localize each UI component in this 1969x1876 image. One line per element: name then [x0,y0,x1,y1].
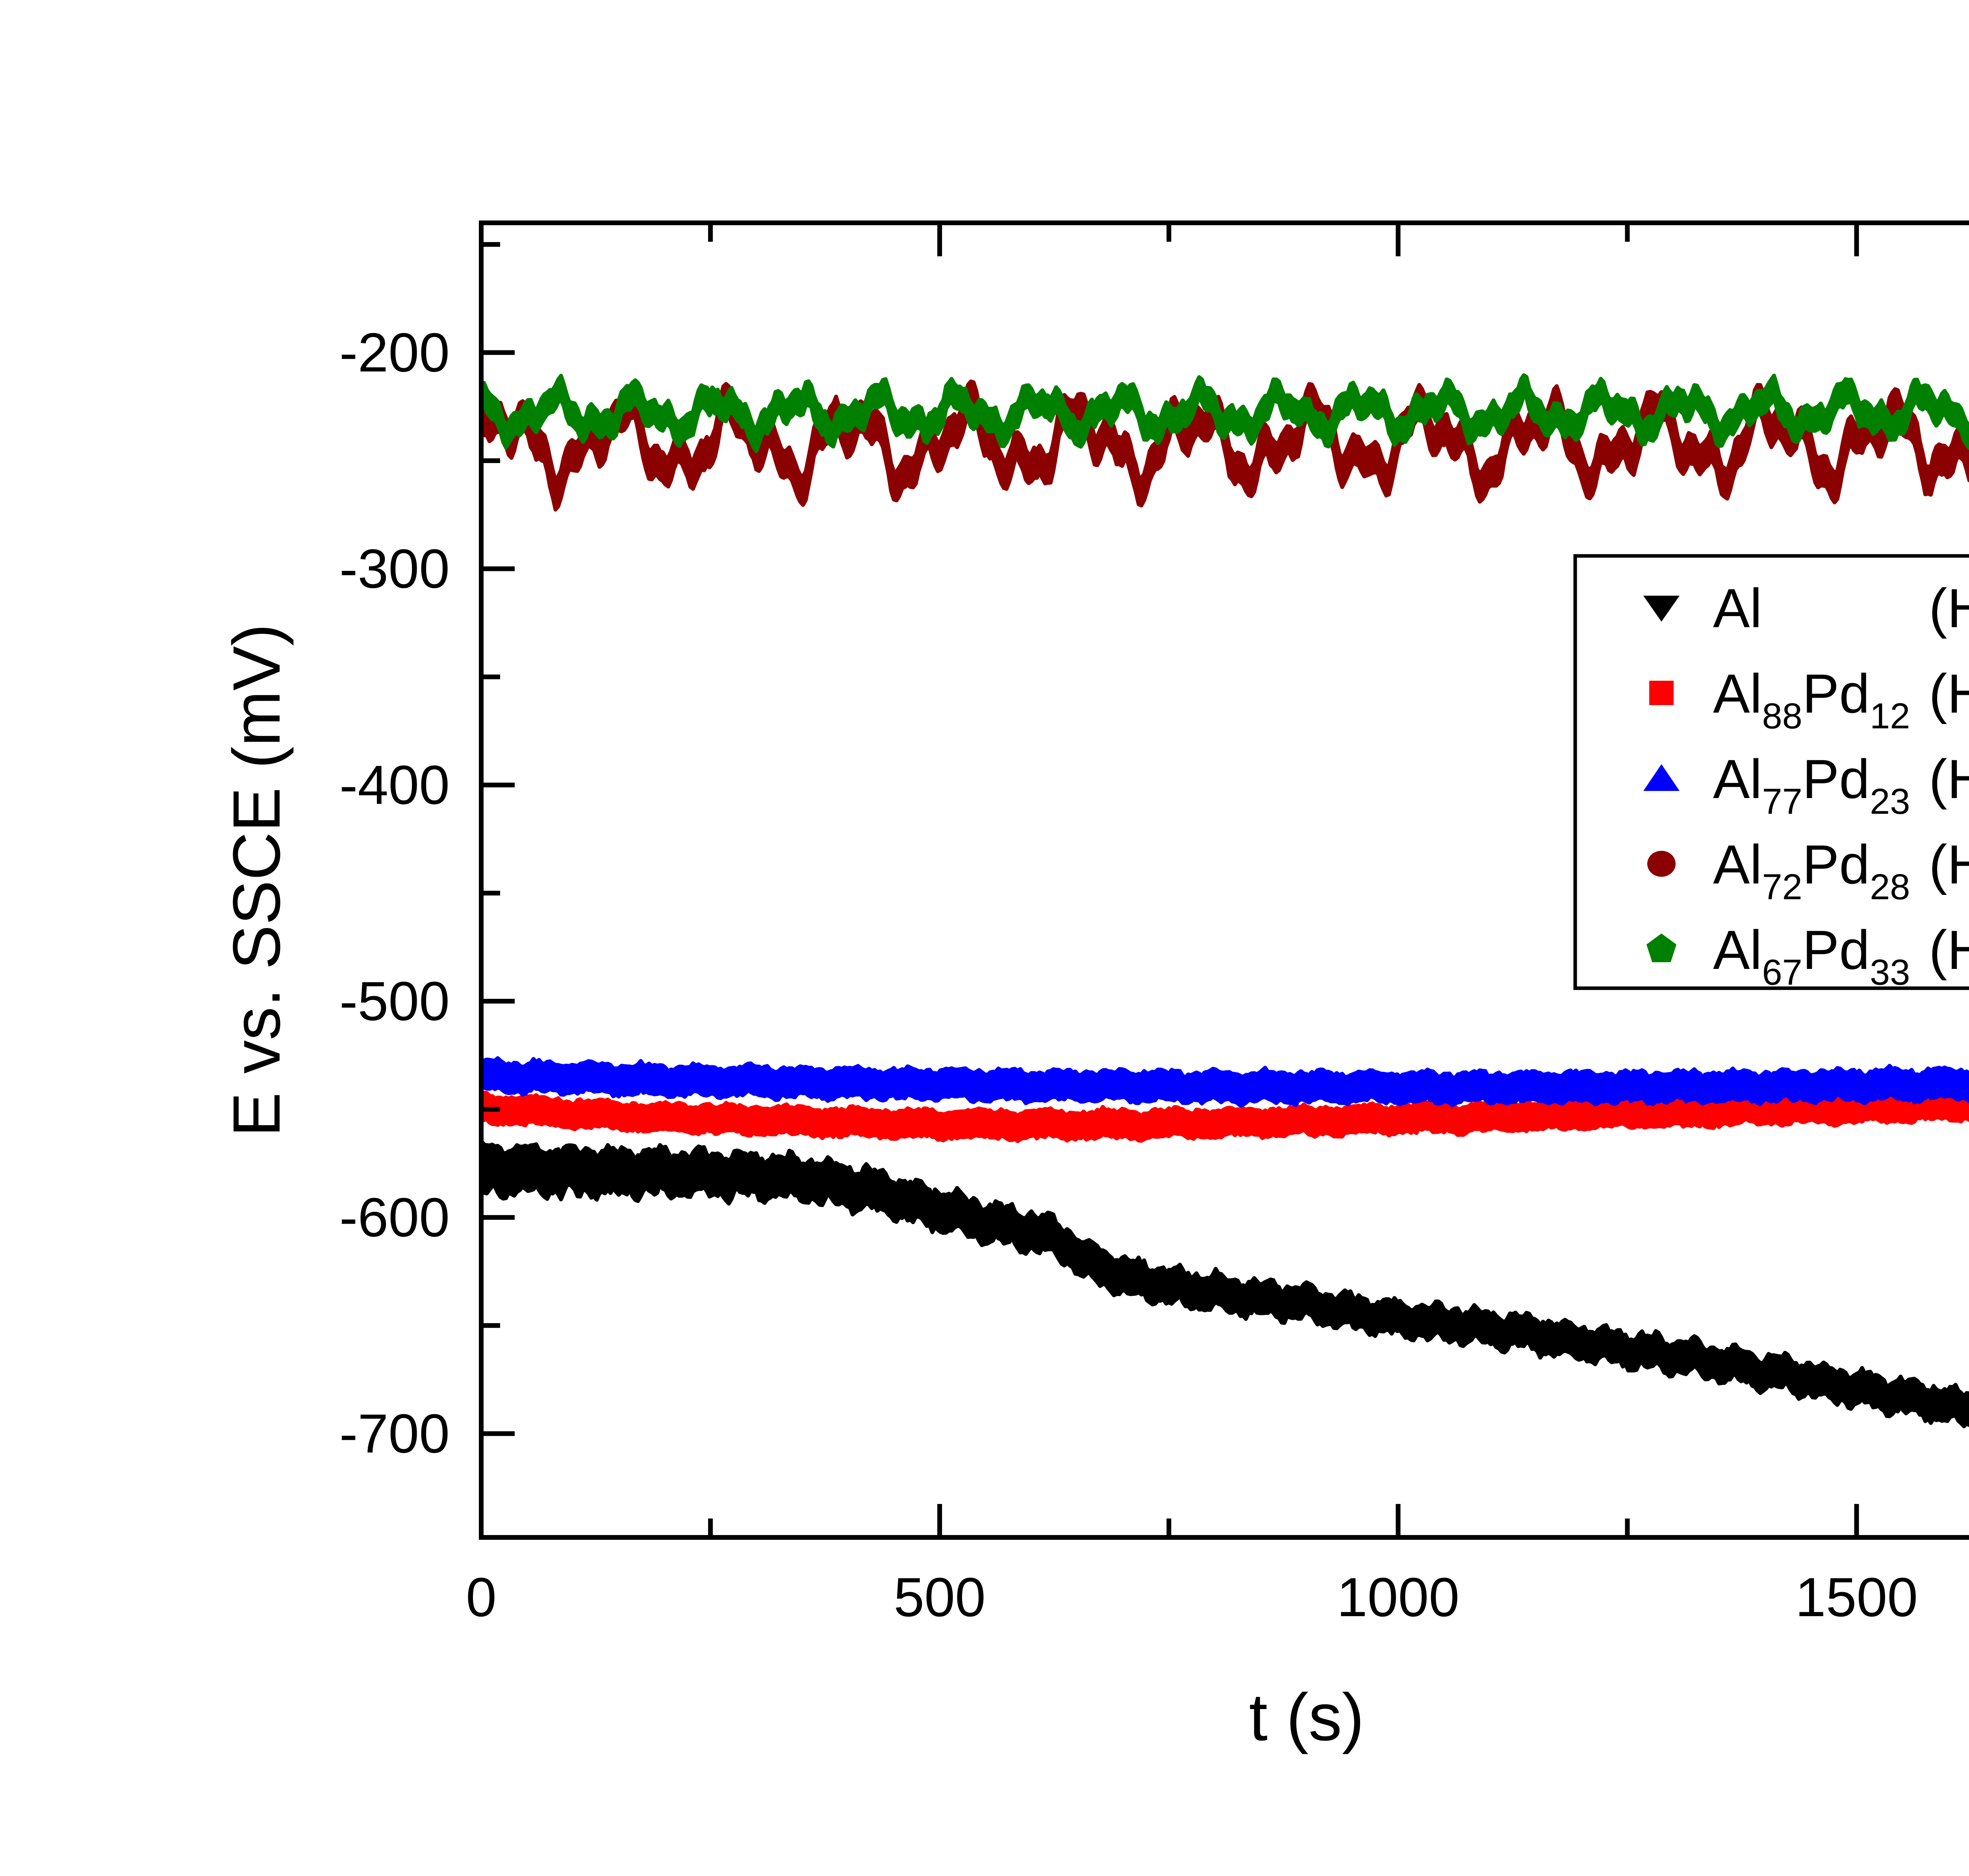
legend-label-subscript: 23 [1870,782,1910,822]
y-tick-label: -700 [339,1402,450,1464]
legend-label-text: Pd [1802,663,1870,724]
legend-item-al67pd33: Al67Pd33 (HCl) [1646,919,1969,993]
legend-marker-pentagon [1646,933,1676,962]
legend-item-al77pd23: Al77Pd23 (HCl) [1643,748,1969,822]
legend-label-text: (HCl) [1929,577,1969,639]
legend-label-text: Al [1713,663,1762,724]
plot-frame [479,220,1969,1540]
legend-label: Al77Pd23 (HCl) [1713,748,1969,822]
y-tick-label: -200 [339,322,450,383]
plot-area [481,373,1969,1428]
legend-marker-square [1649,681,1674,705]
series-band-al77pd23 [481,1056,1969,1108]
legend-label: Al (HCl) [1713,577,1969,639]
legend-label-text: (HCl) [1929,919,1969,981]
x-tick-label: 0 [466,1566,497,1628]
legend-label: Al67Pd33 (HCl) [1713,919,1969,993]
legend-label-subscript: 67 [1762,952,1802,993]
axis-ticks [479,223,1859,1537]
y-tick-label: -500 [339,970,450,1032]
legend-label-text: Pd [1802,833,1870,895]
legend-marker-triangle-up [1643,764,1680,791]
legend-item-al72pd28: Al72Pd28 (HCl) [1647,833,1969,907]
series-band-al72pd28 [481,380,1969,512]
series-band-al [481,1139,1969,1428]
legend-label-subscript: 77 [1762,782,1802,822]
y-tick-label: -600 [339,1186,450,1248]
legend-label-subscript: 12 [1870,696,1910,736]
legend-label: Al88Pd12 (HCl) [1713,663,1969,736]
legend-label-text: (HCl) [1929,748,1969,810]
legend-item-al88pd12: Al88Pd12 (HCl) [1649,663,1969,736]
legend-label-subscript: 33 [1870,952,1910,993]
series-band-al67pd33 [481,373,1969,453]
legend-label-subscript: 72 [1762,867,1802,907]
y-tick-label: -300 [339,538,450,600]
legend-marker-circle [1647,851,1676,877]
legend-label-text: (HCl) [1929,663,1969,724]
legend-label-text: Pd [1802,919,1870,981]
x-tick-label: 500 [894,1566,986,1628]
x-axis-title: t (s) [1249,1680,1365,1755]
legend-item-al: Al (HCl) [1643,577,1969,639]
legend-box [1573,554,1969,990]
y-axis-title: E vs. SSCE (mV) [219,624,294,1137]
legend-label-text: Al [1713,833,1762,895]
legend-label-text: Al [1713,919,1762,981]
legend-label-text: Al [1713,577,1762,639]
axis-tick-labels: 0 500 1000 1500 -200 -300 -400 -500 -600 -700 [339,322,1918,1628]
legend-label: Al72Pd28 (HCl) [1713,833,1969,907]
x-tick-label: 1500 [1795,1566,1918,1628]
legend-marker-triangle-down [1643,596,1680,622]
legend: Al(HCl)Al88Pd12(HCl)Al77Pd23(HCl)Al72Pd2… [1573,554,1969,993]
legend-label-subscript: 88 [1762,696,1802,736]
x-tick-label: 1000 [1337,1566,1459,1628]
y-tick-label: -400 [339,754,450,816]
legend-label-text: Al [1713,748,1762,810]
legend-label-text: Pd [1802,748,1870,810]
legend-label-text: (HCl) [1929,833,1969,895]
legend-label-subscript: 28 [1870,867,1910,907]
